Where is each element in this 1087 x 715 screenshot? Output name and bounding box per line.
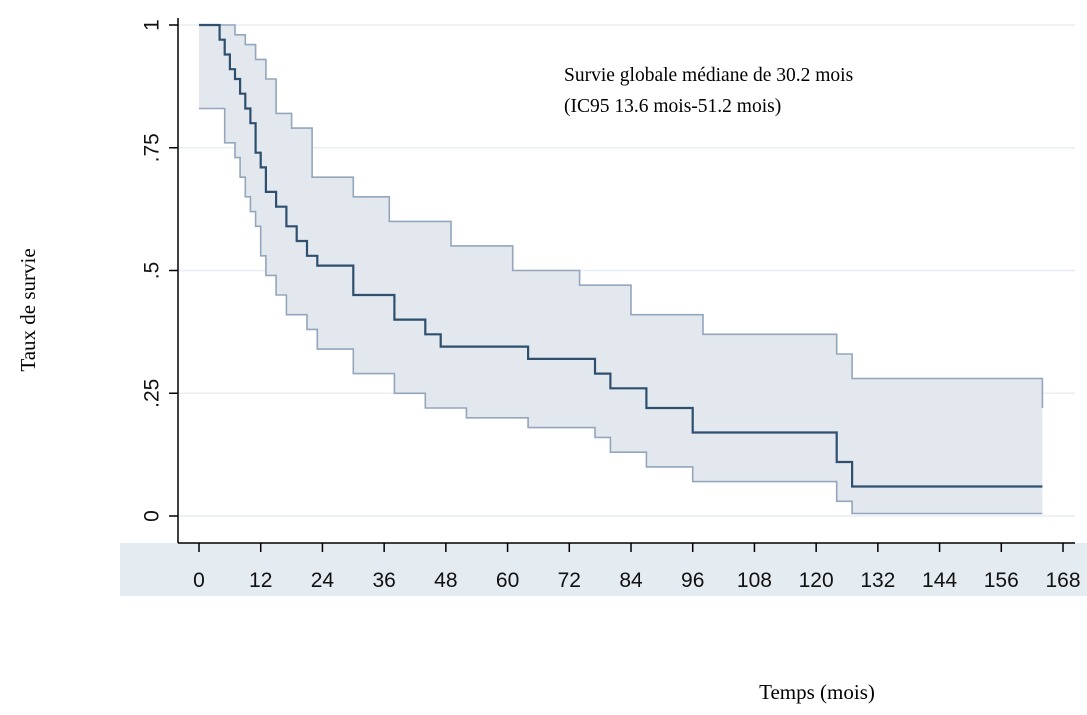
x-tick-label-12: 144 [922,569,957,592]
x-tick-label-10: 120 [799,569,834,592]
x-tick-label-7: 84 [619,569,643,592]
ci-area [199,25,1043,514]
annotation-line-1: Survie globale médiane de 30.2 mois [564,65,853,86]
tick-labels: 0 .25 .5 .75 1 0 12 24 36 48 60 72 84 96 108 120 132 144 1… [141,19,1081,592]
y-tick-label-0: 0 [141,510,164,522]
x-tick-label-8: 96 [681,569,704,592]
x-tick-band [120,543,1087,596]
x-axis-title: Temps (mois) [759,680,875,704]
annotation-line-2: (IC95 13.6 mois-51.2 mois) [564,96,781,117]
x-tick-label-4: 48 [434,569,457,592]
x-tick-label-6: 72 [558,569,581,592]
ci-lower-line [199,107,1043,515]
survival-line [199,23,1043,488]
x-tick-label-11: 132 [860,569,895,592]
x-tick-label-9: 108 [737,569,772,592]
x-tick-label-14: 168 [1045,569,1080,592]
survival-curve [199,23,1043,488]
x-tick-label-1: 12 [249,569,272,592]
x-tick-label-0: 0 [193,569,205,592]
x-tick-label-2: 24 [311,569,335,592]
x-tick-label-13: 156 [984,569,1019,592]
y-tick-label-4: 1 [141,19,164,31]
x-tick-label-3: 36 [372,569,395,592]
ci-upper-line [199,24,1044,408]
y-tick-label-1: .25 [141,379,164,408]
x-tick-label-5: 60 [496,569,519,592]
confidence-band [199,24,1044,515]
y-axis-title: Taux de survie [16,248,40,371]
y-tick-label-3: .75 [141,133,164,162]
y-tick-label-2: .5 [141,262,164,280]
axes [169,18,1075,552]
